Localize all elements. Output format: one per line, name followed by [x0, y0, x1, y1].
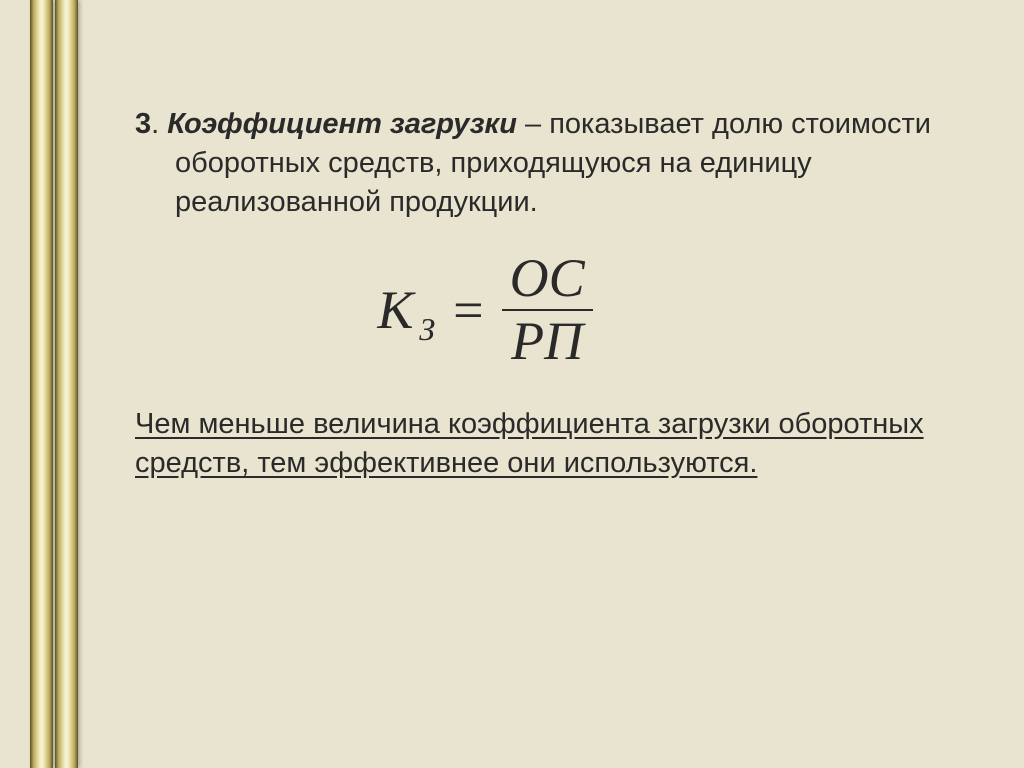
lhs-base: К — [377, 279, 413, 341]
denominator: РП — [503, 313, 591, 370]
equals-sign: = — [453, 279, 483, 341]
definition-paragraph: 3. Коэффициент загрузки – показывает дол… — [135, 105, 955, 222]
fraction: ОС РП — [502, 250, 593, 369]
rod-left — [30, 0, 53, 768]
slide-content: 3. Коэффициент загрузки – показывает дол… — [135, 105, 955, 483]
item-number: 3 — [135, 108, 151, 140]
lhs-subscript: З — [419, 311, 435, 348]
conclusion-paragraph: Чем меньше величина коэффициента загрузк… — [135, 405, 955, 483]
dot: . — [151, 108, 167, 140]
term: Коэффициент загрузки — [167, 108, 517, 140]
numerator: ОС — [502, 250, 593, 307]
decorative-rods — [30, 0, 78, 768]
formula: К З = ОС РП — [135, 250, 955, 369]
rod-right — [55, 0, 78, 768]
formula-lhs: К З — [377, 279, 435, 341]
